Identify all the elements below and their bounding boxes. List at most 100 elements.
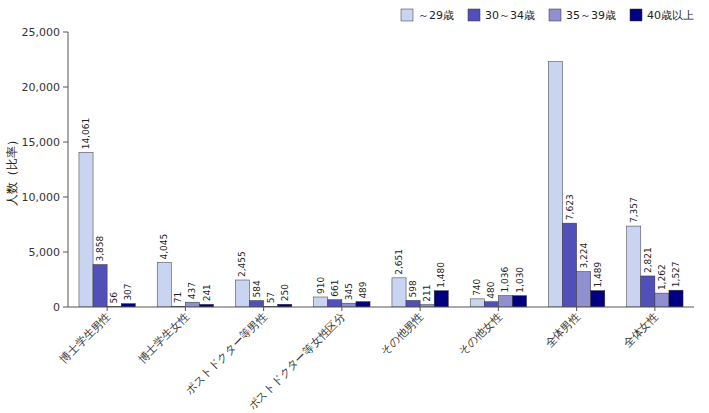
y-tick [63, 307, 68, 308]
data-label: 1,480 [436, 262, 446, 288]
chart: 05,00010,00015,00020,00025,00014,0614,04… [0, 0, 709, 413]
bar [342, 303, 356, 307]
data-label: 1,030 [515, 267, 525, 293]
x-tick-label: 全体女性 [621, 310, 661, 350]
bar [669, 290, 683, 307]
bar [548, 62, 562, 307]
bar [235, 280, 249, 307]
legend-item: 40歳以上 [630, 9, 694, 22]
legend-item: 30～34歳 [468, 9, 535, 22]
data-labels: 14,0614,0452,4559102,6517407,3573,858715… [81, 118, 681, 304]
data-label: 250 [280, 284, 290, 301]
data-label: 2,821 [643, 247, 653, 273]
y-tick [63, 32, 68, 33]
x-tick [263, 307, 264, 311]
bar [484, 302, 498, 307]
data-label: 584 [252, 280, 262, 297]
y-tick-label: 25,000 [22, 26, 61, 39]
legend-swatch [401, 9, 413, 21]
bar [498, 296, 512, 307]
x-tick [576, 307, 577, 311]
y-tick-label: 5,000 [29, 246, 61, 259]
data-label: 241 [202, 284, 212, 301]
data-label: 598 [408, 280, 418, 297]
legend-item: 35～39歳 [549, 9, 616, 22]
y-axis: 0 5,000 10,000 15,000 20,000 25,000 [22, 26, 69, 314]
x-axis: 博士学生男性博士学生女性ポストドクター等男性ポストドクター等女性区分その他男性そ… [57, 307, 661, 412]
y-tick-label: 0 [53, 301, 60, 314]
bar [563, 223, 577, 307]
bar [314, 297, 328, 307]
bar [434, 291, 448, 307]
bars [79, 62, 683, 307]
x-tick-label: 全体男性 [542, 310, 582, 350]
legend-label: 35～39歳 [566, 9, 616, 22]
y-tick [63, 142, 68, 143]
legend: ～29歳 30～34歳 35～39歳 40歳以上 [401, 9, 694, 22]
y-tick-label: 20,000 [22, 81, 61, 94]
data-label: 57 [266, 292, 276, 303]
bar [93, 265, 107, 307]
data-label: 3,858 [95, 236, 105, 262]
bar [79, 152, 93, 307]
x-axis-line [68, 307, 694, 308]
data-label: 211 [422, 284, 432, 301]
x-tick-label: ポストドクター等男性 [183, 310, 270, 397]
data-label: 3,224 [579, 242, 589, 268]
data-label: 345 [344, 283, 354, 300]
legend-swatch [468, 9, 480, 21]
legend-label: 30～34歳 [485, 9, 535, 22]
bar [655, 293, 669, 307]
data-label: 7,623 [565, 194, 575, 220]
bar [591, 291, 605, 307]
y-axis-line [68, 32, 69, 307]
data-label: 1,262 [657, 264, 667, 290]
data-label: 1,489 [593, 262, 603, 288]
legend-item: ～29歳 [401, 9, 454, 22]
y-tick-label: 15,000 [22, 136, 61, 149]
legend-swatch [630, 9, 642, 21]
bar [356, 302, 370, 307]
data-label: 661 [330, 280, 340, 297]
data-label: 1,527 [671, 261, 681, 287]
y-axis-label: 人数（比率） [5, 134, 19, 206]
data-label: 910 [316, 277, 326, 294]
bar [392, 278, 406, 307]
bar [328, 300, 342, 307]
data-label: 14,061 [81, 118, 91, 150]
data-label: 480 [486, 281, 496, 298]
x-tick [420, 307, 421, 311]
bar [250, 301, 264, 307]
data-label: 489 [358, 281, 368, 298]
x-tick [107, 307, 108, 311]
x-tick-label: 博士学生女性 [136, 310, 192, 366]
x-tick [654, 307, 655, 311]
x-tick-label: 博士学生男性 [57, 310, 113, 366]
data-label: 71 [173, 292, 183, 303]
y-tick [63, 87, 68, 88]
legend-swatch [549, 9, 561, 21]
bar [641, 276, 655, 307]
y-tick-label: 10,000 [22, 191, 61, 204]
x-tick-label: その他男性 [378, 310, 426, 358]
bar [157, 263, 171, 307]
data-label: 307 [123, 283, 133, 300]
data-label: 2,651 [394, 249, 404, 275]
x-tick [185, 307, 186, 311]
data-label: 1,036 [500, 267, 510, 293]
bar [121, 304, 135, 307]
data-label: 437 [187, 282, 197, 299]
bar [185, 302, 199, 307]
x-tick-label: ポストドクター等女性区分 [245, 310, 348, 413]
x-tick [498, 307, 499, 311]
bar [512, 296, 526, 307]
x-tick [341, 307, 342, 311]
x-tick-label: その他女性 [456, 310, 504, 358]
data-label: 56 [109, 292, 119, 304]
bar [470, 299, 484, 307]
bar [627, 226, 641, 307]
data-label: 7,357 [629, 197, 639, 223]
y-tick [63, 252, 68, 253]
bar [577, 272, 591, 307]
y-tick [63, 197, 68, 198]
